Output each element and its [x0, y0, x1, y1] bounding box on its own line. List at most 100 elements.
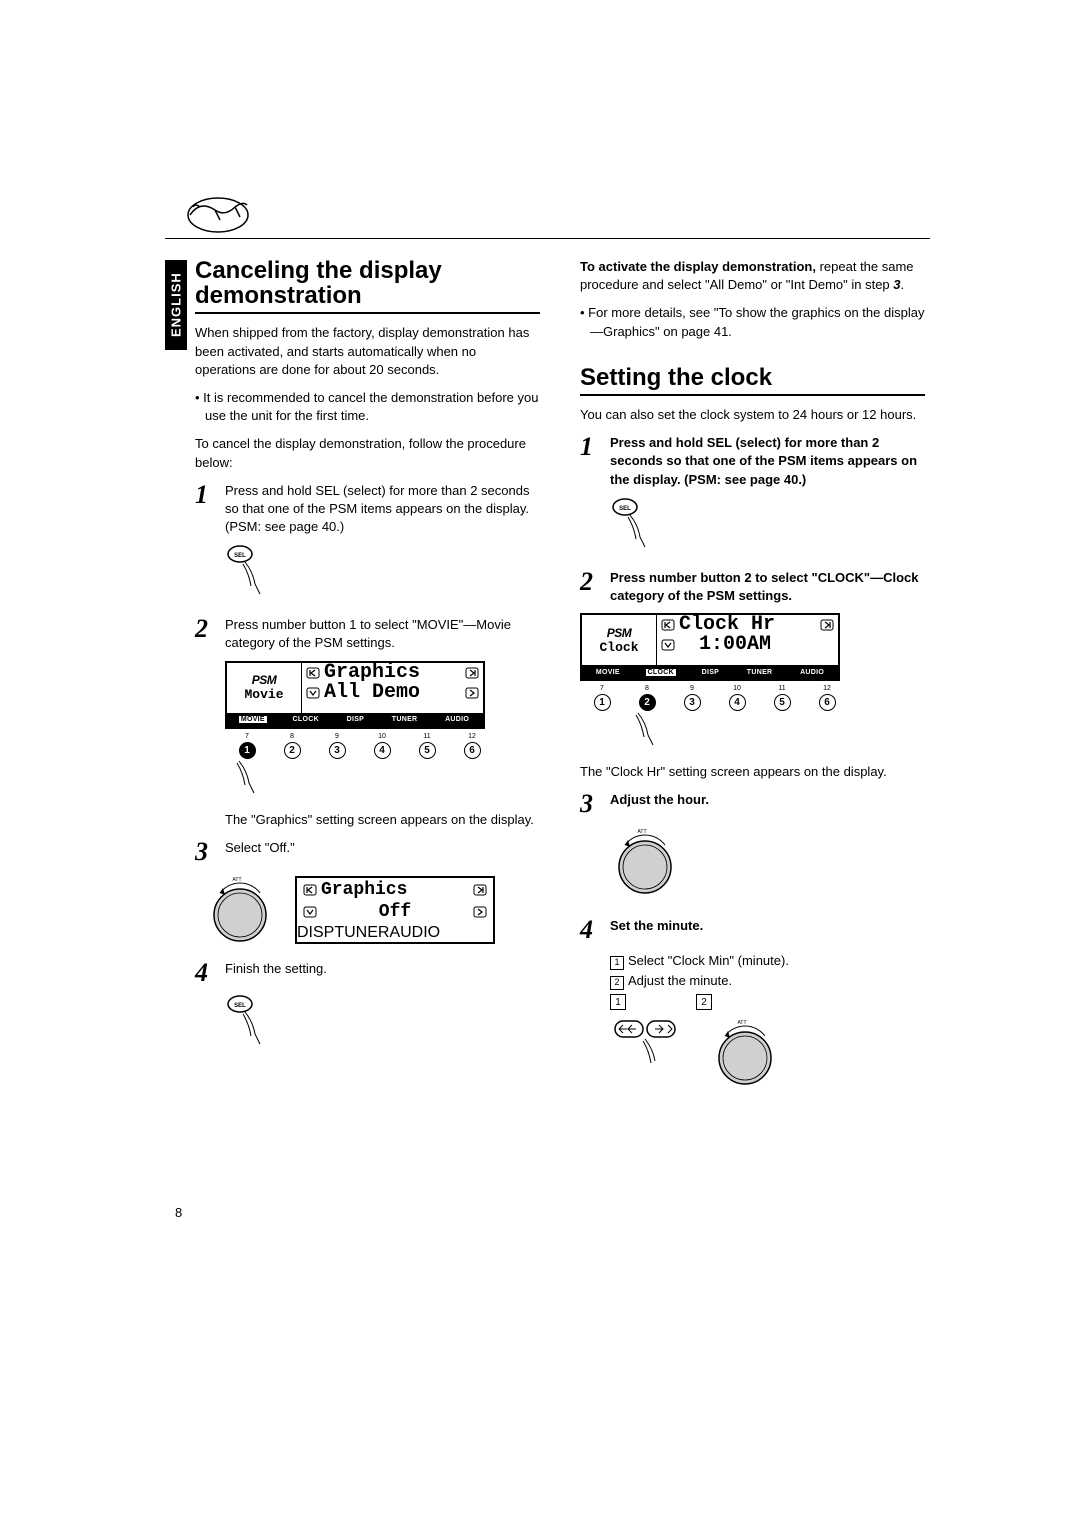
preset-button-3: 93: [325, 733, 349, 759]
preset-circle: 2: [284, 742, 301, 759]
preset-button-4: 104: [370, 733, 394, 759]
step-1: 1 Press and hold SEL (select) for more t…: [195, 482, 540, 537]
tabs-row: MOVIE CLOCK DISP TUNER AUDIO: [227, 713, 483, 727]
preset-button-1: 71: [235, 733, 259, 759]
preset-top-label: 12: [468, 733, 476, 740]
preset-circle: 5: [419, 742, 436, 759]
preset-button-5: 115: [770, 685, 794, 711]
language-tab: ENGLISH: [165, 260, 187, 350]
lead-text: To cancel the display demonstration, fol…: [195, 435, 540, 471]
step-2: 2 Press number button 1 to select "MOVIE…: [195, 616, 540, 652]
left-column: Canceling the display demonstration When…: [195, 258, 540, 1091]
step-body: Press number button 1 to select "MOVIE"—…: [225, 616, 540, 652]
step-number: 2: [195, 616, 215, 642]
rocker-buttons-icon: [610, 1016, 680, 1066]
tab-clock: CLOCK: [291, 716, 321, 723]
category-label: Clock: [599, 640, 638, 655]
tab-tuner: TUNER: [390, 716, 420, 723]
preset-circle: 4: [729, 694, 746, 711]
preset-button-2: 82: [635, 685, 659, 711]
display-figure-1: PSM Movie Graphics All Demo MOVIECLOCKDI…: [225, 661, 540, 799]
display-line2: All Demo: [324, 683, 420, 703]
substep-box: 1: [610, 956, 624, 970]
preset-top-label: 8: [290, 733, 294, 740]
preset-button-6: 126: [460, 733, 484, 759]
preset-top-label: 11: [778, 685, 785, 692]
tabs-row: DISPTUNERAUDIO: [297, 924, 493, 942]
preset-button-3: 93: [680, 685, 704, 711]
callout-2: 2: [696, 994, 712, 1010]
sel-button-figure: SEL: [610, 497, 925, 557]
category-label: Movie: [244, 687, 283, 702]
display-line1: Graphics: [321, 880, 407, 900]
step-1: 1 Press and hold SEL (select) for more t…: [580, 434, 925, 489]
psm-logo: PSM: [607, 626, 632, 640]
step-number: 1: [195, 482, 215, 508]
preset-circle: 5: [774, 694, 791, 711]
step-body: Set the minute.: [610, 917, 925, 935]
preset-top-label: 7: [600, 685, 604, 692]
step-number: 3: [195, 839, 215, 865]
step-4: 4 Finish the setting.: [195, 960, 540, 986]
heading-clock: Setting the clock: [580, 365, 925, 390]
step-body: Finish the setting.: [225, 960, 540, 978]
heading-cancel-demo: Canceling the display demonstration: [195, 258, 540, 308]
finger-icon: [630, 711, 670, 746]
preset-circle: 6: [464, 742, 481, 759]
step-3: 3 Adjust the hour.: [580, 791, 925, 817]
after-screen-text: The "Clock Hr" setting screen appears on…: [580, 763, 925, 781]
preset-circle: 3: [329, 742, 346, 759]
tab-disp: DISP: [345, 716, 367, 723]
svg-text:ATT: ATT: [637, 829, 646, 835]
step-number: 3: [580, 791, 600, 817]
callout-1: 1: [610, 994, 626, 1010]
svg-text:SEL: SEL: [234, 553, 246, 559]
step-4: 4 Set the minute.: [580, 917, 925, 943]
display-line2: 1:00AM: [699, 635, 771, 655]
tab-audio: AUDIO: [443, 716, 471, 723]
preset-top-label: 11: [423, 733, 430, 740]
preset-circle: 2: [639, 694, 656, 711]
right-icon: [465, 687, 479, 699]
tab-audio: AUDIO: [389, 924, 440, 941]
display-line1: Graphics: [324, 663, 420, 683]
step-body: Press and hold SEL (select) for more tha…: [225, 482, 540, 537]
substep-list: 1Select "Clock Min" (minute). 2Adjust th…: [610, 951, 925, 990]
prev-icon: [306, 667, 320, 679]
preset-top-label: 9: [335, 733, 339, 740]
number-button-row: 718293104115126: [225, 733, 485, 759]
preset-button-6: 126: [815, 685, 839, 711]
preset-top-label: 12: [823, 685, 831, 692]
preset-button-5: 115: [415, 733, 439, 759]
lcd-display: PSM Movie Graphics All Demo MOVIECLOCKDI…: [225, 661, 485, 729]
callout-boxes: 1 2: [610, 994, 925, 1010]
svg-text:ATT: ATT: [737, 1020, 746, 1026]
recommendation-note: • It is recommended to cancel the demons…: [205, 389, 540, 425]
down-icon: [306, 687, 320, 699]
preset-top-label: 7: [245, 733, 249, 740]
tab-movie: MOVIE: [239, 716, 267, 723]
substep-box: 2: [610, 976, 624, 990]
step-number: 4: [580, 917, 600, 943]
lcd-display-narrow: Graphics Off DISPTUNERAUDIO: [295, 876, 495, 944]
step-body: Press and hold SEL (select) for more tha…: [610, 434, 925, 489]
step-number: 4: [195, 960, 215, 986]
display-figure-clock: PSM Clock Clock Hr 1:00AM MOVIECLOCKDISP…: [580, 613, 925, 751]
dial-icon: ATT: [610, 825, 680, 900]
tab-tuner: TUNER: [334, 924, 389, 941]
step-body: Select "Off.": [225, 839, 540, 857]
step-number: 1: [580, 434, 600, 460]
rocker-dial-row: ATT: [610, 1016, 925, 1091]
decorative-script-icon: [185, 195, 250, 240]
number-button-row: 718293104115126: [580, 685, 840, 711]
activate-end: .: [901, 277, 905, 292]
tabs-row: MOVIECLOCKDISPTUNERAUDIO: [582, 665, 838, 679]
preset-button-2: 82: [280, 733, 304, 759]
step-2: 2 Press number button 2 to select "CLOCK…: [580, 569, 925, 605]
sel-button-figure: SEL: [225, 994, 540, 1054]
preset-circle: 6: [819, 694, 836, 711]
intro-text: When shipped from the factory, display d…: [195, 324, 540, 379]
dial-display-figure: ATT Graphics Off DISPTUNERAUDIO: [205, 873, 540, 948]
activate-text: To activate the display demonstration, r…: [580, 258, 925, 294]
display-line1: Clock Hr: [679, 615, 775, 635]
